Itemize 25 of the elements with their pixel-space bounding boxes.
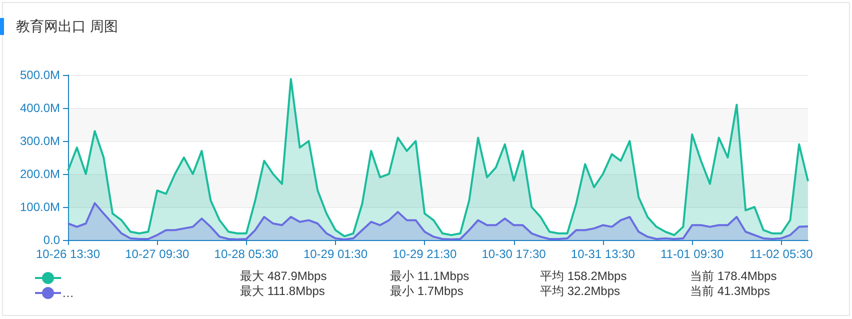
text: 最大 111.8Mbps	[240, 284, 326, 299]
y-tick-label: 300.0M	[20, 134, 60, 148]
legend-label: …	[62, 286, 74, 300]
text: 当前 41.3Mbps	[690, 284, 772, 299]
text: 最小 11.1Mbps	[390, 269, 470, 284]
x-tick-label: 10-28 05:30	[214, 247, 279, 261]
x-tick-label: 11-02 05:30	[750, 247, 814, 261]
y-tick-label: 200.0M	[20, 167, 60, 181]
x-tick-label: 10-27 09:30	[125, 247, 190, 261]
y-tick-label: 500.0M	[20, 68, 60, 82]
x-tick-label: 11-01 09:30	[660, 247, 724, 261]
x-tick-label: 10-30 17:30	[482, 247, 546, 261]
y-tick-label: 0.0	[43, 233, 60, 247]
text: 最小 1.7Mbps	[390, 284, 464, 299]
text: 平均 32.2Mbps	[540, 284, 622, 299]
y-tick-label: 100.0M	[20, 200, 60, 214]
text: 平均 158.2Mbps	[540, 269, 628, 284]
text: 当前 178.4Mbps	[690, 269, 778, 284]
x-tick-label: 10-29 21:30	[392, 247, 457, 261]
y-tick-label: 400.0M	[20, 101, 60, 115]
x-tick-label: 10-26 13:30	[36, 247, 100, 261]
text: 最大 487.9Mbps	[240, 269, 328, 284]
chart-title: 教育网出口 周图	[16, 18, 118, 36]
x-tick-label: 10-31 13:30	[570, 247, 636, 261]
x-tick-label: 10-29 01:30	[303, 247, 368, 261]
